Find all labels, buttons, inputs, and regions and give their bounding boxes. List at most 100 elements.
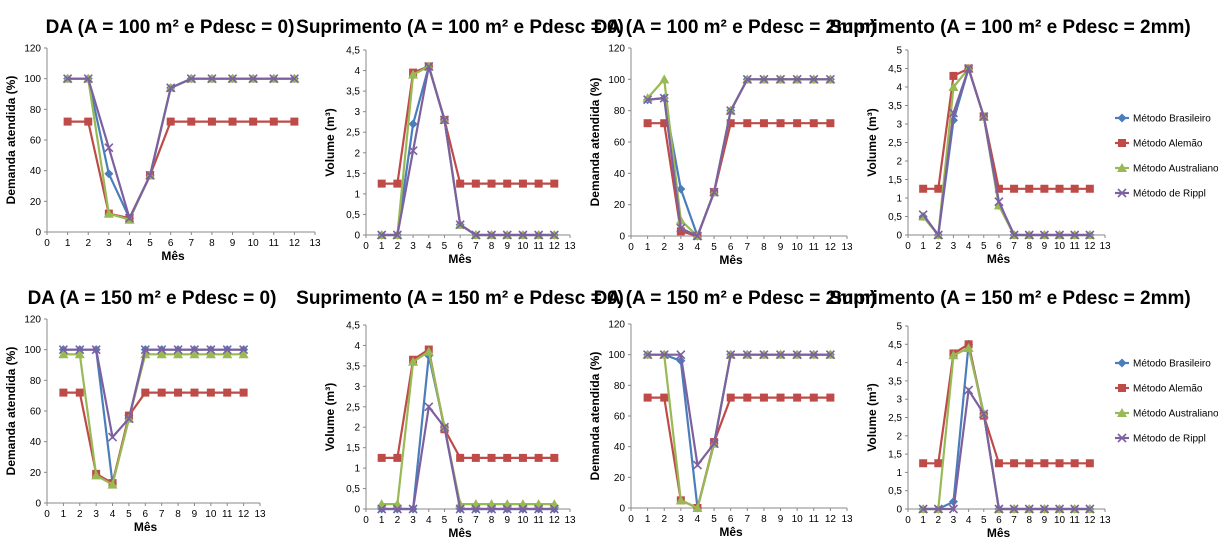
data-point xyxy=(486,230,497,240)
x-tick-label: 10 xyxy=(792,242,804,253)
series-3 xyxy=(918,63,1095,239)
data-point xyxy=(659,74,670,84)
data-point xyxy=(918,210,928,220)
y-tick-label: 4,5 xyxy=(346,321,360,332)
x-tick-label: 12 xyxy=(549,241,561,252)
series-line xyxy=(923,346,1090,511)
legend-marker xyxy=(1117,358,1127,368)
data-point xyxy=(392,230,402,240)
series-line xyxy=(647,353,831,509)
x-tick-label: 6 xyxy=(728,242,734,253)
y-tick-label: 60 xyxy=(614,138,626,149)
y-tick-label: 3 xyxy=(896,120,902,131)
x-tick-label: 10 xyxy=(517,241,529,252)
legend-item: Método Australiano xyxy=(1115,408,1218,420)
series-4 xyxy=(643,74,835,241)
y-tick-label: 0 xyxy=(896,505,902,516)
y-tick-label: 1 xyxy=(354,189,360,200)
x-tick-label: 13 xyxy=(564,241,576,252)
legend-label: Método Australiano xyxy=(1133,409,1218,420)
x-tick-label: 4 xyxy=(110,509,116,520)
series-4 xyxy=(58,345,249,442)
y-tick-label: 1,5 xyxy=(888,175,902,186)
data-point xyxy=(205,349,216,359)
legend-marker xyxy=(1118,384,1126,392)
x-tick-label: 9 xyxy=(504,515,510,526)
x-tick-label: 11 xyxy=(222,509,233,520)
x-tick-label: 2 xyxy=(77,509,83,520)
data-point xyxy=(643,119,652,128)
x-tick-label: 4 xyxy=(695,242,701,253)
series-1 xyxy=(918,64,1095,240)
series-2 xyxy=(59,388,248,488)
y-tick-label: 80 xyxy=(30,376,42,387)
data-point xyxy=(948,82,959,91)
data-point xyxy=(964,385,974,395)
data-point xyxy=(518,504,528,514)
x-tick-label: 1 xyxy=(61,509,67,520)
data-point xyxy=(269,74,279,84)
data-point xyxy=(1085,230,1095,240)
data-point xyxy=(692,231,703,241)
y-tick-label: 80 xyxy=(30,105,42,116)
data-point xyxy=(377,230,387,240)
data-point xyxy=(826,119,835,128)
y-tick-label: 100 xyxy=(608,350,625,361)
series-line xyxy=(381,355,555,511)
x-tick-label: 0 xyxy=(905,515,911,526)
data-point xyxy=(59,388,68,397)
series-3 xyxy=(58,349,249,489)
data-point xyxy=(393,179,402,188)
y-tick-label: 1 xyxy=(896,468,902,479)
data-point xyxy=(743,393,752,402)
y-tick-label: 2 xyxy=(354,148,360,159)
x-tick-label: 5 xyxy=(147,238,153,249)
series-1 xyxy=(918,339,1095,514)
data-point xyxy=(83,74,93,84)
x-tick-label: 6 xyxy=(728,514,734,525)
x-tick-label: 5 xyxy=(981,515,987,526)
series-4 xyxy=(918,385,1095,514)
data-point xyxy=(775,350,786,360)
x-tick-label: 3 xyxy=(410,241,416,252)
data-point xyxy=(675,495,686,505)
x-tick-label: 12 xyxy=(1084,241,1096,252)
x-axis-label: Mês xyxy=(987,526,1011,540)
series-4 xyxy=(643,350,835,470)
x-tick-label: 4 xyxy=(127,238,133,249)
y-tick-label: 0,5 xyxy=(346,210,360,221)
data-point xyxy=(239,345,249,355)
y-tick-label: 0 xyxy=(619,504,625,515)
chart-panel-5: DA (A = 150 m² e Pdesc = 0)0204060801001… xyxy=(4,288,276,534)
y-tick-label: 0 xyxy=(354,231,360,242)
y-tick-label: 4 xyxy=(896,358,902,369)
data-point xyxy=(709,439,719,449)
data-point xyxy=(692,503,703,512)
data-point xyxy=(424,402,434,412)
data-point xyxy=(174,388,183,397)
y-tick-label: 0,5 xyxy=(346,484,360,495)
data-point xyxy=(726,350,736,360)
y-tick-label: 60 xyxy=(614,412,626,423)
data-point xyxy=(742,74,752,84)
x-tick-label: 13 xyxy=(254,509,266,520)
data-point xyxy=(825,350,835,360)
x-tick-label: 12 xyxy=(825,514,837,525)
data-point xyxy=(471,179,480,188)
data-point xyxy=(269,117,278,126)
legend-label: Método de Rippl xyxy=(1133,434,1206,445)
x-tick-label: 0 xyxy=(628,514,634,525)
data-point xyxy=(792,350,802,360)
x-tick-label: 10 xyxy=(1054,241,1066,252)
y-tick-label: 100 xyxy=(24,345,41,356)
y-axis-label: Demanda atendida (%) xyxy=(588,78,602,207)
data-point xyxy=(124,414,134,424)
data-point xyxy=(75,388,84,397)
x-tick-label: 10 xyxy=(792,514,804,525)
data-point xyxy=(759,393,768,402)
data-point xyxy=(486,504,497,514)
x-tick-label: 10 xyxy=(248,238,260,249)
x-tick-label: 5 xyxy=(711,242,717,253)
data-point xyxy=(518,179,527,188)
data-point xyxy=(949,71,958,80)
